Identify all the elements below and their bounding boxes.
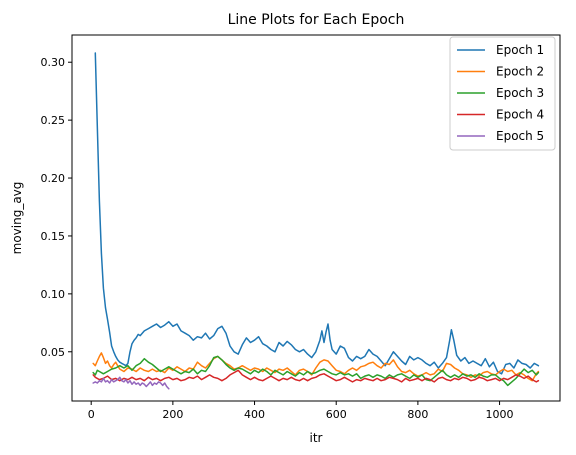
plot-border [71,34,561,402]
x-axis-label: itr [310,431,323,445]
x-tick-label: 600 [326,408,347,421]
x-axis: 0 200 400 600 800 1000 [88,401,514,421]
x-tick-label: 1000 [486,408,514,421]
y-tick-label: 0.25 [41,114,66,127]
x-tick-label: 200 [162,408,183,421]
legend-label-epoch-2: Epoch 2 [496,65,544,79]
x-tick-label: 800 [407,408,428,421]
legend-box [449,36,556,151]
legend: Epoch 1 Epoch 2 Epoch 3 Epoch 4 Epoch 5 [449,36,556,151]
series-group [92,52,540,390]
y-tick-label: 0.30 [41,56,66,69]
legend-label-epoch-1: Epoch 1 [496,43,544,57]
y-axis-label: moving_avg [10,182,24,255]
chart-title: Line Plots for Each Epoch [228,12,405,28]
series-line-epoch-4 [92,369,540,383]
series-line-epoch-2 [92,352,540,382]
y-tick-label: 0.20 [41,172,66,185]
series-line-epoch-1 [94,52,540,375]
legend-label-epoch-3: Epoch 3 [496,86,544,100]
y-axis: 0.05 0.10 0.15 0.20 0.25 0.30 [41,56,72,359]
y-tick-label: 0.05 [41,346,66,359]
legend-label-epoch-4: Epoch 4 [496,108,544,122]
series-line-epoch-5 [92,376,170,390]
y-tick-label: 0.10 [41,288,66,301]
series-line-epoch-3 [92,355,540,387]
x-tick-label: 0 [88,408,95,421]
x-tick-label: 400 [244,408,265,421]
legend-label-epoch-5: Epoch 5 [496,129,544,143]
y-tick-label: 0.15 [41,230,66,243]
